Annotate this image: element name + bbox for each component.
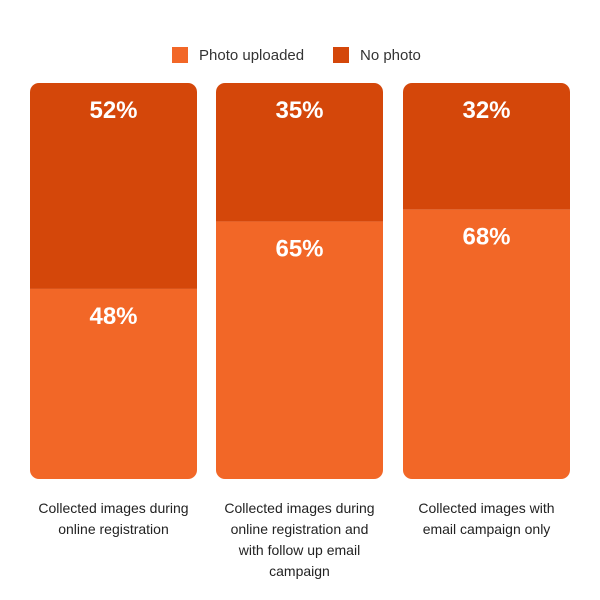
bar-group-1	[216, 83, 383, 479]
data-label-photo-uploaded-1: 65%	[275, 236, 323, 263]
data-label-photo-uploaded-2: 68%	[462, 224, 510, 251]
bar-no-photo-1	[216, 83, 383, 222]
legend-label-photo-uploaded: Photo uploaded	[199, 47, 304, 64]
bar-photo-uploaded-2	[403, 209, 570, 479]
category-label-2: Collected images with email campaign only	[418, 500, 554, 537]
category-label-1: Collected images during online registrati…	[224, 500, 374, 579]
data-labels: 52% 48% 35% 65% 32% 68%	[89, 97, 510, 330]
category-labels: Collected images during online registrati…	[38, 500, 554, 579]
legend-label-no-photo: No photo	[360, 47, 421, 64]
legend-swatch-no-photo	[333, 47, 349, 63]
bar-photo-uploaded-0	[30, 288, 197, 479]
data-label-no-photo-0: 52%	[89, 97, 137, 124]
bar-photo-uploaded-1	[216, 221, 383, 479]
data-label-no-photo-1: 35%	[275, 97, 323, 124]
bar-no-photo-2	[403, 83, 570, 210]
bar-group-2	[403, 83, 570, 479]
bar-no-photo-0	[30, 83, 197, 289]
data-label-photo-uploaded-0: 48%	[89, 303, 137, 330]
category-label-0: Collected images during online registrati…	[38, 500, 188, 537]
bar-group-0	[30, 83, 197, 479]
legend-swatch-photo-uploaded	[172, 47, 188, 63]
bars	[30, 83, 570, 479]
data-label-no-photo-2: 32%	[462, 97, 510, 124]
legend: Photo uploaded No photo	[172, 47, 421, 64]
